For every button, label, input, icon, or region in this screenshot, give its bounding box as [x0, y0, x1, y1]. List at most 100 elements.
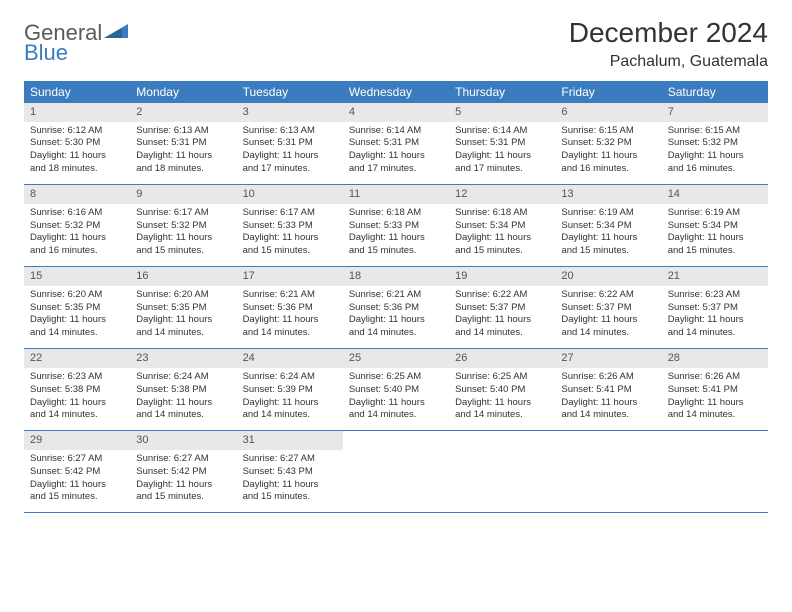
sunrise-text: Sunrise: 6:19 AM [561, 207, 655, 220]
day-content: Sunrise: 6:12 AMSunset: 5:30 PMDaylight:… [24, 122, 130, 184]
day-content: Sunrise: 6:13 AMSunset: 5:31 PMDaylight:… [237, 122, 343, 184]
calendar-cell [662, 431, 768, 513]
logo: General Blue [24, 18, 130, 64]
sunrise-text: Sunrise: 6:20 AM [30, 289, 124, 302]
sunset-text: Sunset: 5:32 PM [561, 137, 655, 150]
calendar-cell: 7Sunrise: 6:15 AMSunset: 5:32 PMDaylight… [662, 103, 768, 185]
calendar-cell: 18Sunrise: 6:21 AMSunset: 5:36 PMDayligh… [343, 266, 449, 348]
day-content: Sunrise: 6:25 AMSunset: 5:40 PMDaylight:… [343, 368, 449, 430]
weekday-header: Friday [555, 81, 661, 103]
calendar-cell: 8Sunrise: 6:16 AMSunset: 5:32 PMDaylight… [24, 184, 130, 266]
calendar-cell: 24Sunrise: 6:24 AMSunset: 5:39 PMDayligh… [237, 349, 343, 431]
sunrise-text: Sunrise: 6:19 AM [668, 207, 762, 220]
sunrise-text: Sunrise: 6:13 AM [136, 125, 230, 138]
calendar-cell: 17Sunrise: 6:21 AMSunset: 5:36 PMDayligh… [237, 266, 343, 348]
daylight-text: Daylight: 11 hours and 14 minutes. [349, 314, 443, 340]
sunrise-text: Sunrise: 6:14 AM [349, 125, 443, 138]
daylight-text: Daylight: 11 hours and 15 minutes. [668, 232, 762, 258]
day-number: 26 [449, 349, 555, 368]
day-number: 18 [343, 267, 449, 286]
day-number: 20 [555, 267, 661, 286]
calendar-row: 22Sunrise: 6:23 AMSunset: 5:38 PMDayligh… [24, 349, 768, 431]
calendar-cell: 20Sunrise: 6:22 AMSunset: 5:37 PMDayligh… [555, 266, 661, 348]
header: General Blue December 2024 Pachalum, Gua… [24, 18, 768, 71]
day-content: Sunrise: 6:16 AMSunset: 5:32 PMDaylight:… [24, 204, 130, 266]
calendar-cell: 14Sunrise: 6:19 AMSunset: 5:34 PMDayligh… [662, 184, 768, 266]
daylight-text: Daylight: 11 hours and 15 minutes. [349, 232, 443, 258]
day-content: Sunrise: 6:26 AMSunset: 5:41 PMDaylight:… [555, 368, 661, 430]
daylight-text: Daylight: 11 hours and 14 minutes. [136, 314, 230, 340]
calendar-cell: 31Sunrise: 6:27 AMSunset: 5:43 PMDayligh… [237, 431, 343, 513]
calendar-cell: 19Sunrise: 6:22 AMSunset: 5:37 PMDayligh… [449, 266, 555, 348]
sunset-text: Sunset: 5:42 PM [30, 466, 124, 479]
calendar-cell: 29 Sunrise: 6:27 AMSunset: 5:42 PMDayligh… [24, 431, 130, 513]
sunrise-text: Sunrise: 6:25 AM [349, 371, 443, 384]
sunset-text: Sunset: 5:35 PM [136, 302, 230, 315]
daylight-text: Daylight: 11 hours and 15 minutes. [243, 479, 337, 505]
sunrise-text: Sunrise: 6:14 AM [455, 125, 549, 138]
calendar-cell: 4Sunrise: 6:14 AMSunset: 5:31 PMDaylight… [343, 103, 449, 185]
weekday-header: Tuesday [237, 81, 343, 103]
day-number: 29 [24, 431, 130, 450]
day-content: Sunrise: 6:21 AMSunset: 5:36 PMDaylight:… [237, 286, 343, 348]
day-content: Sunrise: 6:15 AMSunset: 5:32 PMDaylight:… [662, 122, 768, 184]
day-number: 8 [24, 185, 130, 204]
daylight-text: Daylight: 11 hours and 14 minutes. [455, 397, 549, 423]
sunrise-text: Sunrise: 6:15 AM [561, 125, 655, 138]
weekday-header: Saturday [662, 81, 768, 103]
daylight-text: Daylight: 11 hours and 18 minutes. [30, 150, 124, 176]
day-number: 30 [130, 431, 236, 450]
daylight-text: Daylight: 11 hours and 17 minutes. [455, 150, 549, 176]
daylight-text: Daylight: 11 hours and 16 minutes. [561, 150, 655, 176]
triangle-icon [104, 22, 130, 45]
day-number: 15 [24, 267, 130, 286]
weekday-header: Sunday [24, 81, 130, 103]
day-number: 25 [343, 349, 449, 368]
sunset-text: Sunset: 5:32 PM [30, 220, 124, 233]
calendar-cell: 21Sunrise: 6:23 AMSunset: 5:37 PMDayligh… [662, 266, 768, 348]
sunrise-text: Sunrise: 6:23 AM [668, 289, 762, 302]
day-number: 7 [662, 103, 768, 122]
day-number: 3 [237, 103, 343, 122]
daylight-text: Daylight: 11 hours and 15 minutes. [455, 232, 549, 258]
daylight-text: Daylight: 11 hours and 18 minutes. [136, 150, 230, 176]
calendar-cell: 26Sunrise: 6:25 AMSunset: 5:40 PMDayligh… [449, 349, 555, 431]
sunset-text: Sunset: 5:37 PM [455, 302, 549, 315]
day-content: Sunrise: 6:14 AMSunset: 5:31 PMDaylight:… [449, 122, 555, 184]
sunrise-text: Sunrise: 6:21 AM [243, 289, 337, 302]
day-content: Sunrise: 6:23 AMSunset: 5:37 PMDaylight:… [662, 286, 768, 348]
day-number: 22 [24, 349, 130, 368]
calendar-row: 8Sunrise: 6:16 AMSunset: 5:32 PMDaylight… [24, 184, 768, 266]
day-number: 16 [130, 267, 236, 286]
day-number: 9 [130, 185, 236, 204]
sunset-text: Sunset: 5:35 PM [30, 302, 124, 315]
sunrise-text: Sunrise: 6:27 AM [30, 453, 124, 466]
sunset-text: Sunset: 5:37 PM [668, 302, 762, 315]
day-content: Sunrise: 6:18 AMSunset: 5:33 PMDaylight:… [343, 204, 449, 266]
daylight-text: Daylight: 11 hours and 15 minutes. [243, 232, 337, 258]
day-content: Sunrise: 6:17 AMSunset: 5:33 PMDaylight:… [237, 204, 343, 266]
daylight-text: Daylight: 11 hours and 14 minutes. [243, 314, 337, 340]
weekday-header: Wednesday [343, 81, 449, 103]
day-number: 24 [237, 349, 343, 368]
day-content: Sunrise: 6:24 AMSunset: 5:39 PMDaylight:… [237, 368, 343, 430]
daylight-text: Daylight: 11 hours and 15 minutes. [30, 479, 124, 505]
daylight-text: Daylight: 11 hours and 14 minutes. [349, 397, 443, 423]
calendar-cell: 2Sunrise: 6:13 AMSunset: 5:31 PMDaylight… [130, 103, 236, 185]
day-content: Sunrise: 6:22 AMSunset: 5:37 PMDaylight:… [449, 286, 555, 348]
sunrise-text: Sunrise: 6:27 AM [243, 453, 337, 466]
day-content: Sunrise: 6:26 AMSunset: 5:41 PMDaylight:… [662, 368, 768, 430]
calendar-cell [343, 431, 449, 513]
sunset-text: Sunset: 5:39 PM [243, 384, 337, 397]
sunrise-text: Sunrise: 6:16 AM [30, 207, 124, 220]
location: Pachalum, Guatemala [569, 53, 768, 71]
day-number: 2 [130, 103, 236, 122]
calendar-cell: 22Sunrise: 6:23 AMSunset: 5:38 PMDayligh… [24, 349, 130, 431]
sunset-text: Sunset: 5:31 PM [243, 137, 337, 150]
daylight-text: Daylight: 11 hours and 14 minutes. [561, 397, 655, 423]
sunrise-text: Sunrise: 6:22 AM [455, 289, 549, 302]
sunrise-text: Sunrise: 6:15 AM [668, 125, 762, 138]
sunset-text: Sunset: 5:36 PM [349, 302, 443, 315]
day-number: 10 [237, 185, 343, 204]
day-number: 4 [343, 103, 449, 122]
